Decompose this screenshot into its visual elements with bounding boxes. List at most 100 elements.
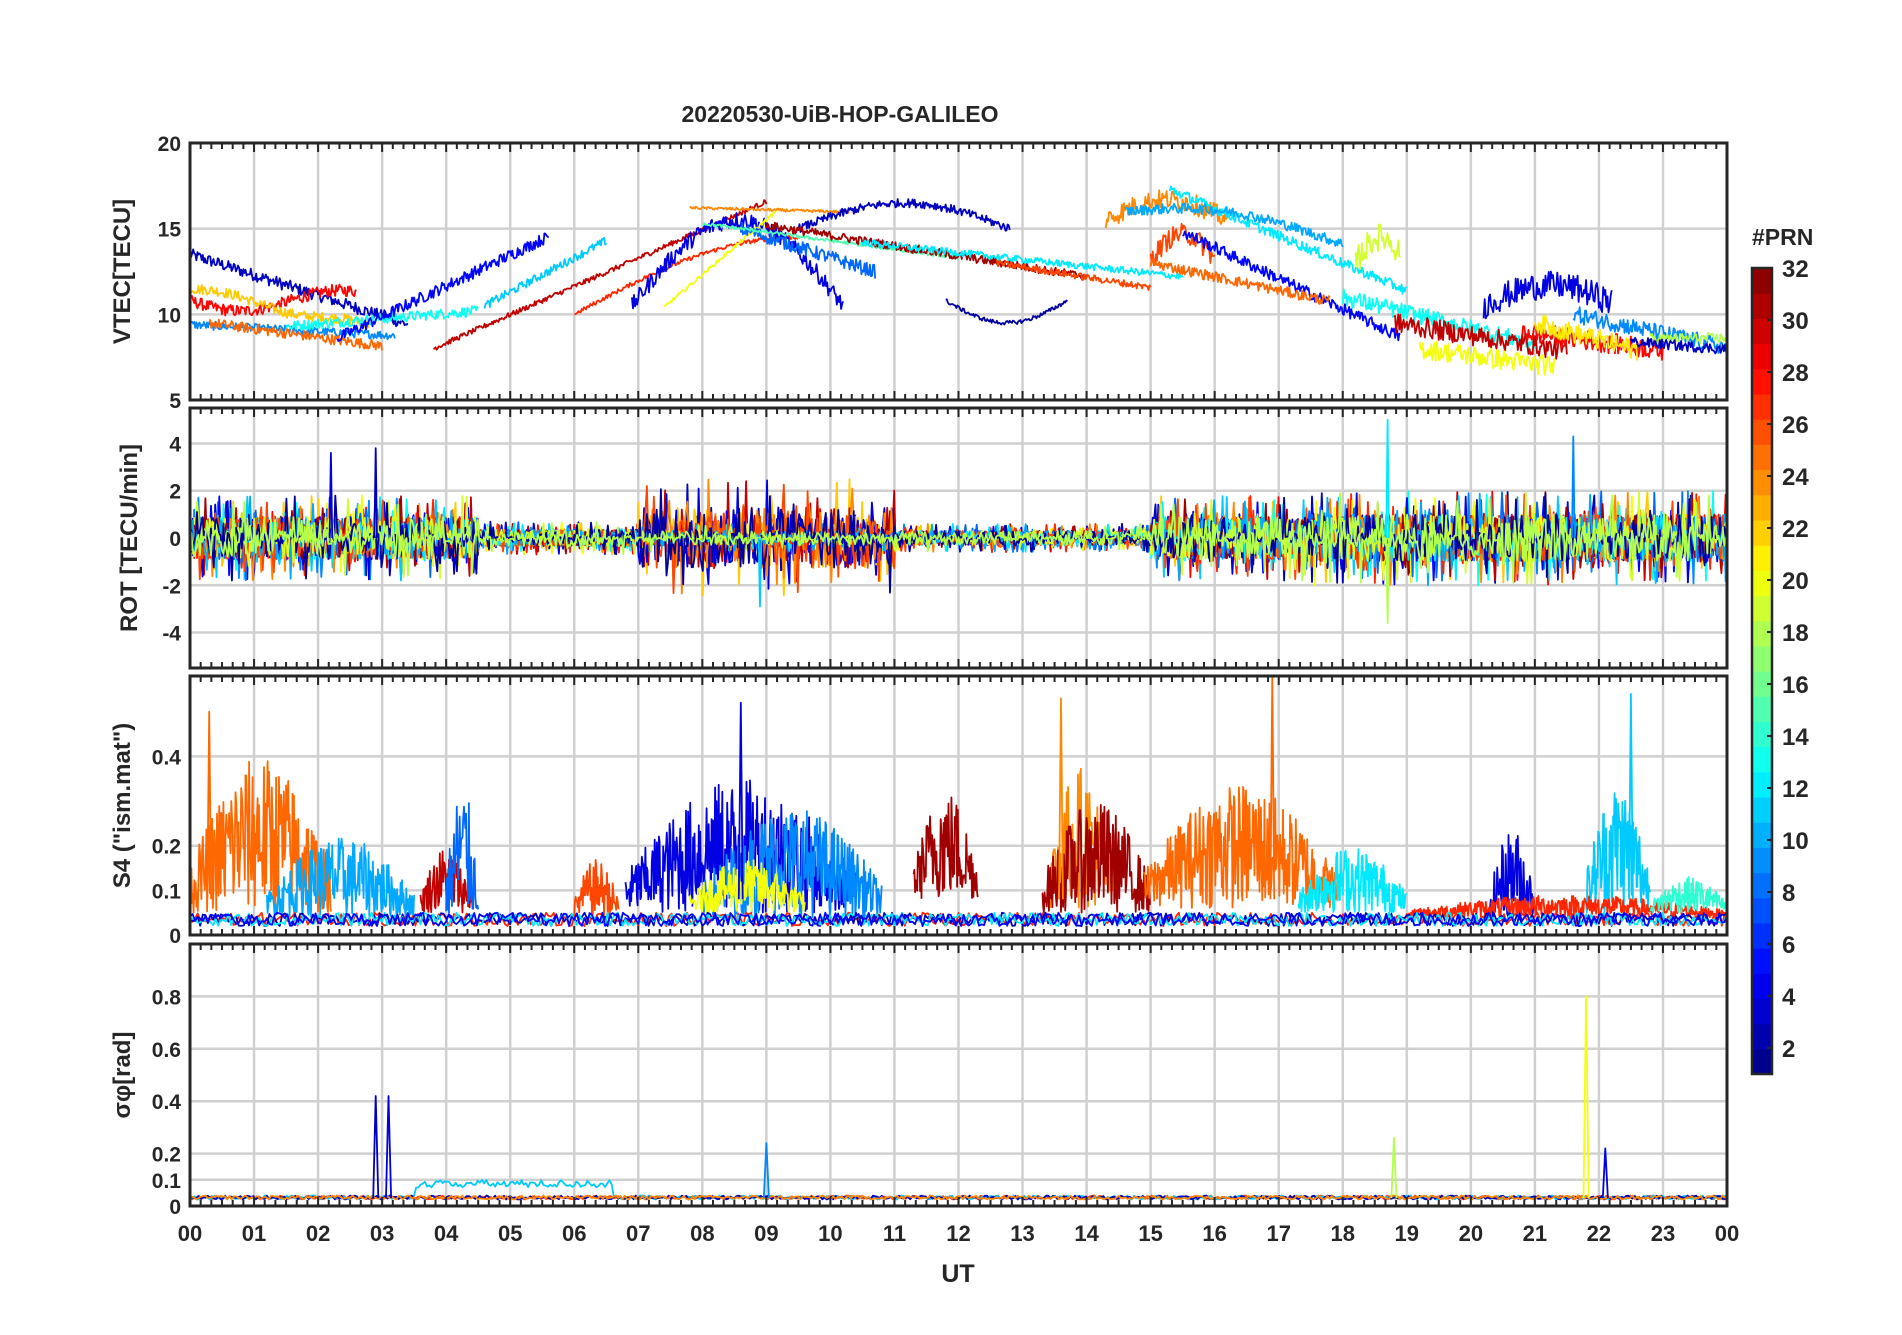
series-prn-11 (757, 537, 763, 608)
series-prn-25 (206, 710, 212, 900)
series-prn-4 (1601, 1147, 1609, 1199)
x-tick-label: 05 (498, 1221, 522, 1246)
series-prn-5 (190, 911, 1727, 927)
colorbar-swatch (1752, 570, 1772, 597)
series-prn-3 (373, 447, 378, 539)
series-prn-24 (1058, 697, 1064, 900)
y-tick-label: 4 (169, 433, 181, 456)
series-group (190, 185, 1727, 376)
x-tick-label: 11 (883, 1221, 906, 1246)
y-tick-label: 0.1 (152, 880, 182, 903)
series-prn-31 (912, 796, 979, 899)
colorbar-swatch (1752, 318, 1772, 345)
colorbar-swatch (1752, 620, 1772, 647)
series-prn-12 (1297, 848, 1408, 914)
colorbar-swatch (1752, 469, 1772, 496)
series-group (190, 418, 1727, 624)
colorbar-tick-label: 22 (1782, 516, 1809, 543)
colorbar-swatch (1752, 268, 1772, 294)
y-tick-label: 0.4 (152, 1091, 182, 1114)
panel-sigma_phi: 0 0.1 0.2 0.4 0.6 0.8 σφ[rad] (109, 942, 1729, 1219)
colorbar-swatch (1752, 948, 1772, 974)
colorbar-swatch (1752, 368, 1772, 395)
panel-s4: 0 0.1 0.2 0.4 S4 ("ism.mat") (109, 674, 1729, 948)
series-prn-18 (1390, 1137, 1398, 1199)
colorbar-swatch (1752, 771, 1772, 798)
colorbar-swatch (1752, 645, 1772, 672)
colorbar-tick-label: 26 (1782, 412, 1809, 439)
x-tick-label: 17 (1266, 1221, 1290, 1246)
series-prn-18 (1385, 537, 1390, 624)
colorbar-swatch (1752, 444, 1772, 471)
x-tick-label: 07 (626, 1221, 650, 1246)
y-tick-label: 0.6 (152, 1039, 181, 1062)
colorbar-swatch (1752, 872, 1772, 899)
y-tick-label: 0.2 (152, 1144, 181, 1167)
series-prn-12 (1168, 185, 1408, 295)
series-prn-10 (266, 837, 415, 918)
colorbar-swatch (1752, 419, 1772, 445)
colorbar-tick-label: 10 (1782, 828, 1809, 855)
y-tick-label: -4 (162, 623, 181, 646)
y-tick-label: 0.1 (152, 1170, 182, 1193)
colorbar-swatch (1752, 696, 1772, 722)
series-prn-18 (1649, 332, 1727, 345)
colorbar-swatch (1752, 545, 1772, 571)
series-prn-25 (1149, 258, 1331, 305)
series-prn-4 (631, 212, 845, 310)
x-tick-label: 00 (178, 1221, 202, 1246)
colorbar-tick-label: 28 (1782, 360, 1809, 387)
colorbar-tick-label: 24 (1782, 464, 1809, 491)
series-prn-8 (739, 221, 877, 279)
y-tick-label: 0 (169, 1196, 181, 1219)
colorbar-swatch (1752, 721, 1772, 748)
series-prn-20 (663, 207, 780, 307)
colorbar-swatch (1752, 822, 1772, 848)
colorbar-tick-label: 30 (1782, 308, 1809, 335)
series-prn-25 (1143, 786, 1338, 909)
x-tick-label: 04 (434, 1221, 459, 1246)
colorbar-tick-label: 18 (1782, 620, 1809, 647)
series-prn-4 (1489, 834, 1536, 918)
series-prn-4 (1482, 270, 1613, 320)
series-prn-9 (1572, 306, 1727, 354)
colorbar-swatch (1752, 973, 1772, 1000)
x-tick-label: 18 (1331, 1221, 1355, 1246)
colorbar-swatch (1752, 494, 1772, 521)
colorbar-frame (1750, 266, 1774, 1076)
y-tick-label: 15 (158, 219, 182, 242)
colorbar-swatch (1752, 393, 1772, 420)
panel-rot: -4 -2 0 2 4 ROT [TECU/min] (116, 406, 1729, 670)
x-tick-label: 13 (1010, 1221, 1034, 1246)
colorbar-swatch (1752, 847, 1772, 874)
colorbar-swatch (1752, 671, 1772, 697)
x-axis-label: UT (941, 1260, 974, 1288)
x-tick-label: 06 (562, 1221, 586, 1246)
series-prn-5 (336, 232, 550, 342)
colorbar-swatch (1752, 1023, 1772, 1050)
x-tick-label: 12 (946, 1221, 970, 1246)
series-prn-2 (945, 298, 1069, 326)
x-tick-label: 01 (242, 1221, 266, 1246)
series-prn-3 (1630, 336, 1727, 355)
y-axis-label: S4 ("ism.mat") (109, 723, 136, 888)
colorbar-tick-label: 8 (1782, 880, 1795, 907)
series-prn-19 (1354, 223, 1401, 270)
colorbar-tick-label: 12 (1782, 776, 1809, 803)
y-tick-label: 0.4 (152, 746, 182, 769)
y-tick-label: -2 (162, 575, 181, 598)
y-axis-label: σφ[rad] (109, 1032, 136, 1119)
series-prn-4 (328, 452, 334, 539)
colorbar-swatch (1752, 796, 1772, 823)
x-tick-label: 03 (370, 1221, 394, 1246)
x-tick-labels: 00 01 02 03 04 05 06 07 08 09 10 11 12 13 14 15 16 17 18 19… (178, 1221, 1739, 1246)
colorbar-swatch (1752, 922, 1772, 949)
series-prn-13 (1341, 288, 1536, 350)
series-prn-5 (1182, 230, 1401, 342)
series-prn-30 (1393, 313, 1568, 360)
x-tick-label: 19 (1395, 1221, 1419, 1246)
